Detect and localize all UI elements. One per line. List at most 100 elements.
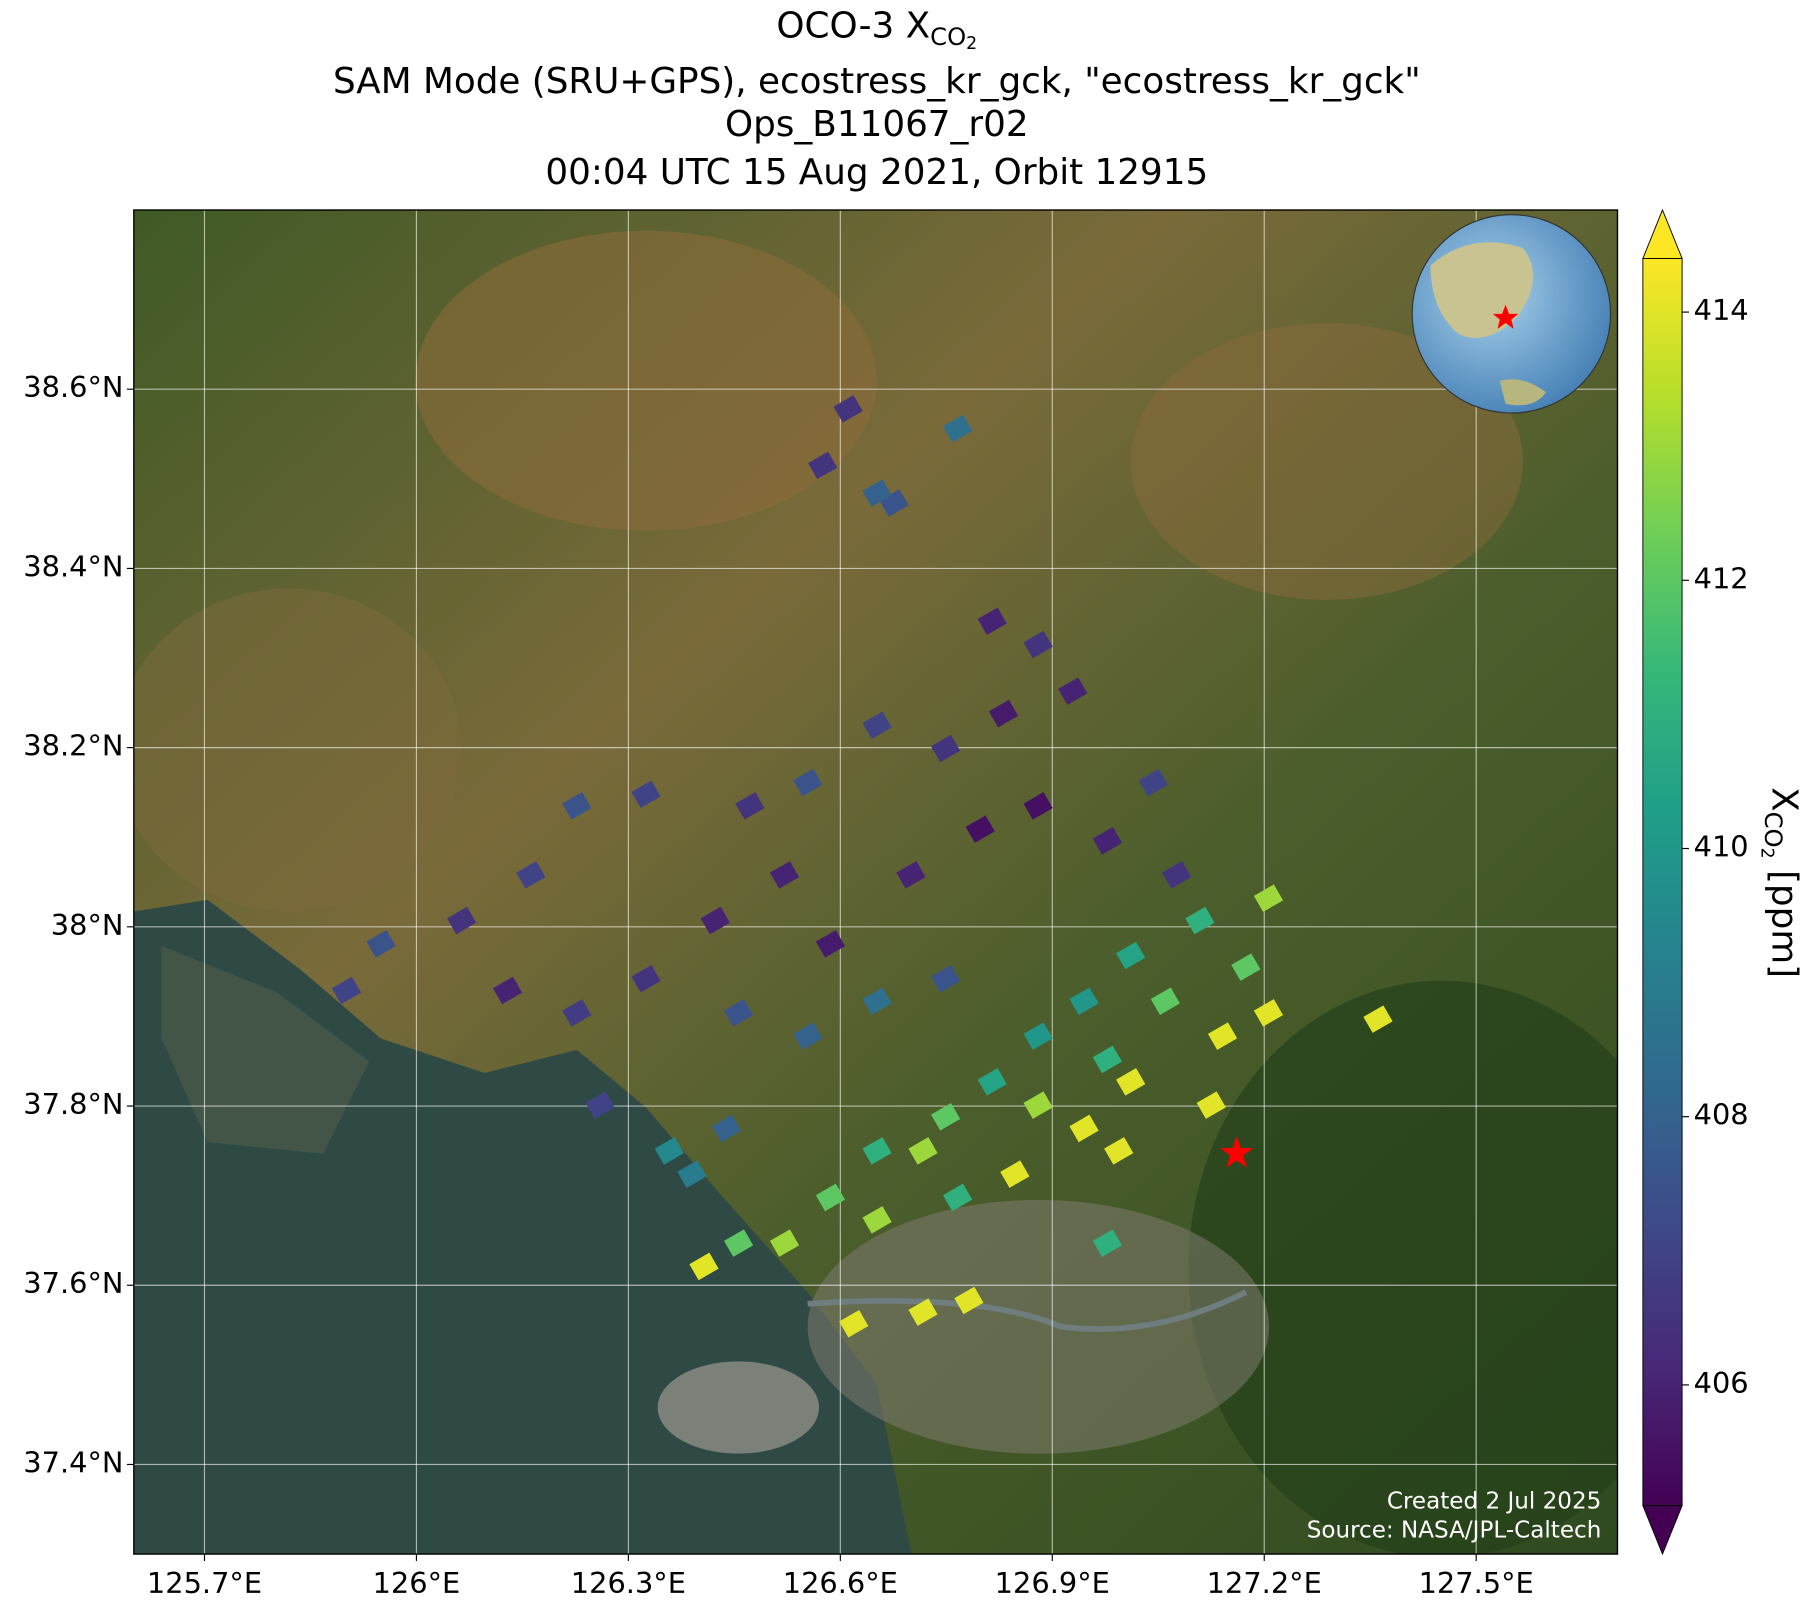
sounding [943,414,973,443]
sounding [1138,768,1168,797]
sounding [1000,1160,1030,1188]
colorbar-tick-label: 412 [1694,561,1749,595]
x-tick-label: 126.3°E [571,1566,686,1600]
sounding [793,1022,823,1050]
sounding [492,976,523,1005]
sounding [862,1206,892,1234]
sounding [1116,1068,1146,1096]
sounding [862,987,892,1015]
sounding [769,861,800,889]
colorbar [1642,258,1683,1506]
colorbar-tick-label: 414 [1694,293,1749,327]
cbar-label-unit: [ppm] [1763,859,1804,978]
sounding [631,780,661,808]
colorbar-extend-min [1642,1505,1683,1556]
sounding [1092,1229,1122,1257]
sounding [965,815,995,843]
title-main: OCO-3 X [776,6,930,47]
sounding [1196,1091,1226,1119]
sounding [1253,884,1284,912]
cbar-label-subsub: 2 [1756,848,1776,859]
basemap [133,209,1618,1555]
colorbar-label: XCO2 [ppm] [1756,787,1804,978]
sounding [793,768,823,797]
sounding [366,930,396,958]
sounding [1023,630,1053,659]
x-tick-label: 125.7°E [147,1566,262,1600]
sounding [769,1229,800,1257]
cbar-label-sub: CO [1759,812,1787,848]
sounding [808,451,838,480]
sounding [562,792,592,820]
colorbar-tick-label: 410 [1694,830,1749,864]
sounding [977,1068,1007,1096]
sounding [735,792,765,820]
sounding [1069,1114,1099,1143]
sounding [815,1183,846,1212]
x-tick-label: 126°E [373,1566,461,1600]
title-subsub: 2 [966,34,977,54]
y-tick-label: 37.8°N [23,1087,123,1121]
sounding [862,1137,892,1165]
cbar-label-main: X [1763,787,1804,812]
sounding [1023,1091,1053,1119]
sounding [930,1103,961,1131]
sounding [1185,906,1215,935]
sounding [908,1298,938,1326]
y-tick-label: 37.4°N [23,1445,123,1479]
y-tick-label: 38.4°N [23,549,123,583]
sounding [1104,1137,1134,1165]
sounding [862,711,892,739]
sounding [1162,861,1192,889]
sounding [977,607,1007,636]
sounding [896,861,926,889]
sounding [1092,827,1122,855]
sounding [815,930,846,958]
colorbar-tick-label: 408 [1694,1098,1749,1132]
colorbar-tick-label: 406 [1694,1366,1749,1400]
sounding [1253,999,1284,1027]
sounding [723,1229,754,1257]
inset-globe [1411,214,1612,414]
sounding [1231,953,1261,981]
sounding [988,699,1019,728]
sounding [908,1137,938,1165]
sounding [1207,1022,1238,1050]
sounding [1150,987,1180,1015]
sounding [654,1137,684,1165]
x-tick-label: 127.5°E [1419,1566,1534,1600]
y-tick-label: 38.2°N [23,729,123,763]
sounding [930,965,961,993]
sounding [631,965,661,993]
sounding [562,999,592,1027]
sounding [711,1114,742,1143]
subtitle: Ops_B11067_r02 [725,104,1029,145]
sounding [1023,1022,1053,1050]
title-sub: CO [930,23,966,51]
sounding [516,861,546,889]
sounding [447,906,477,935]
x-tick-label: 127.2°E [1207,1566,1322,1600]
sounding [1116,941,1146,970]
colorbar-extend-max [1642,208,1683,259]
sounding [1092,1045,1122,1074]
annotation: Source: NASA/JPL-Caltech [1307,1517,1602,1543]
sounding [839,1310,869,1338]
x-tick-label: 126.9°E [995,1566,1110,1600]
map-frame [133,209,1619,1555]
annotation: Created 2 Jul 2025 [1387,1489,1601,1515]
sounding [1363,1005,1393,1033]
sounding [833,395,863,423]
subtitle: 00:04 UTC 15 Aug 2021, Orbit 12915 [545,152,1208,193]
sounding [723,999,754,1027]
sounding [943,1183,973,1212]
sounding [879,489,909,517]
y-tick-label: 38°N [51,908,124,942]
sounding [1023,792,1053,820]
sounding [1058,677,1088,705]
sounding [1069,987,1099,1015]
sounding [585,1091,615,1119]
sounding [930,734,961,763]
y-tick-label: 37.6°N [23,1266,123,1300]
